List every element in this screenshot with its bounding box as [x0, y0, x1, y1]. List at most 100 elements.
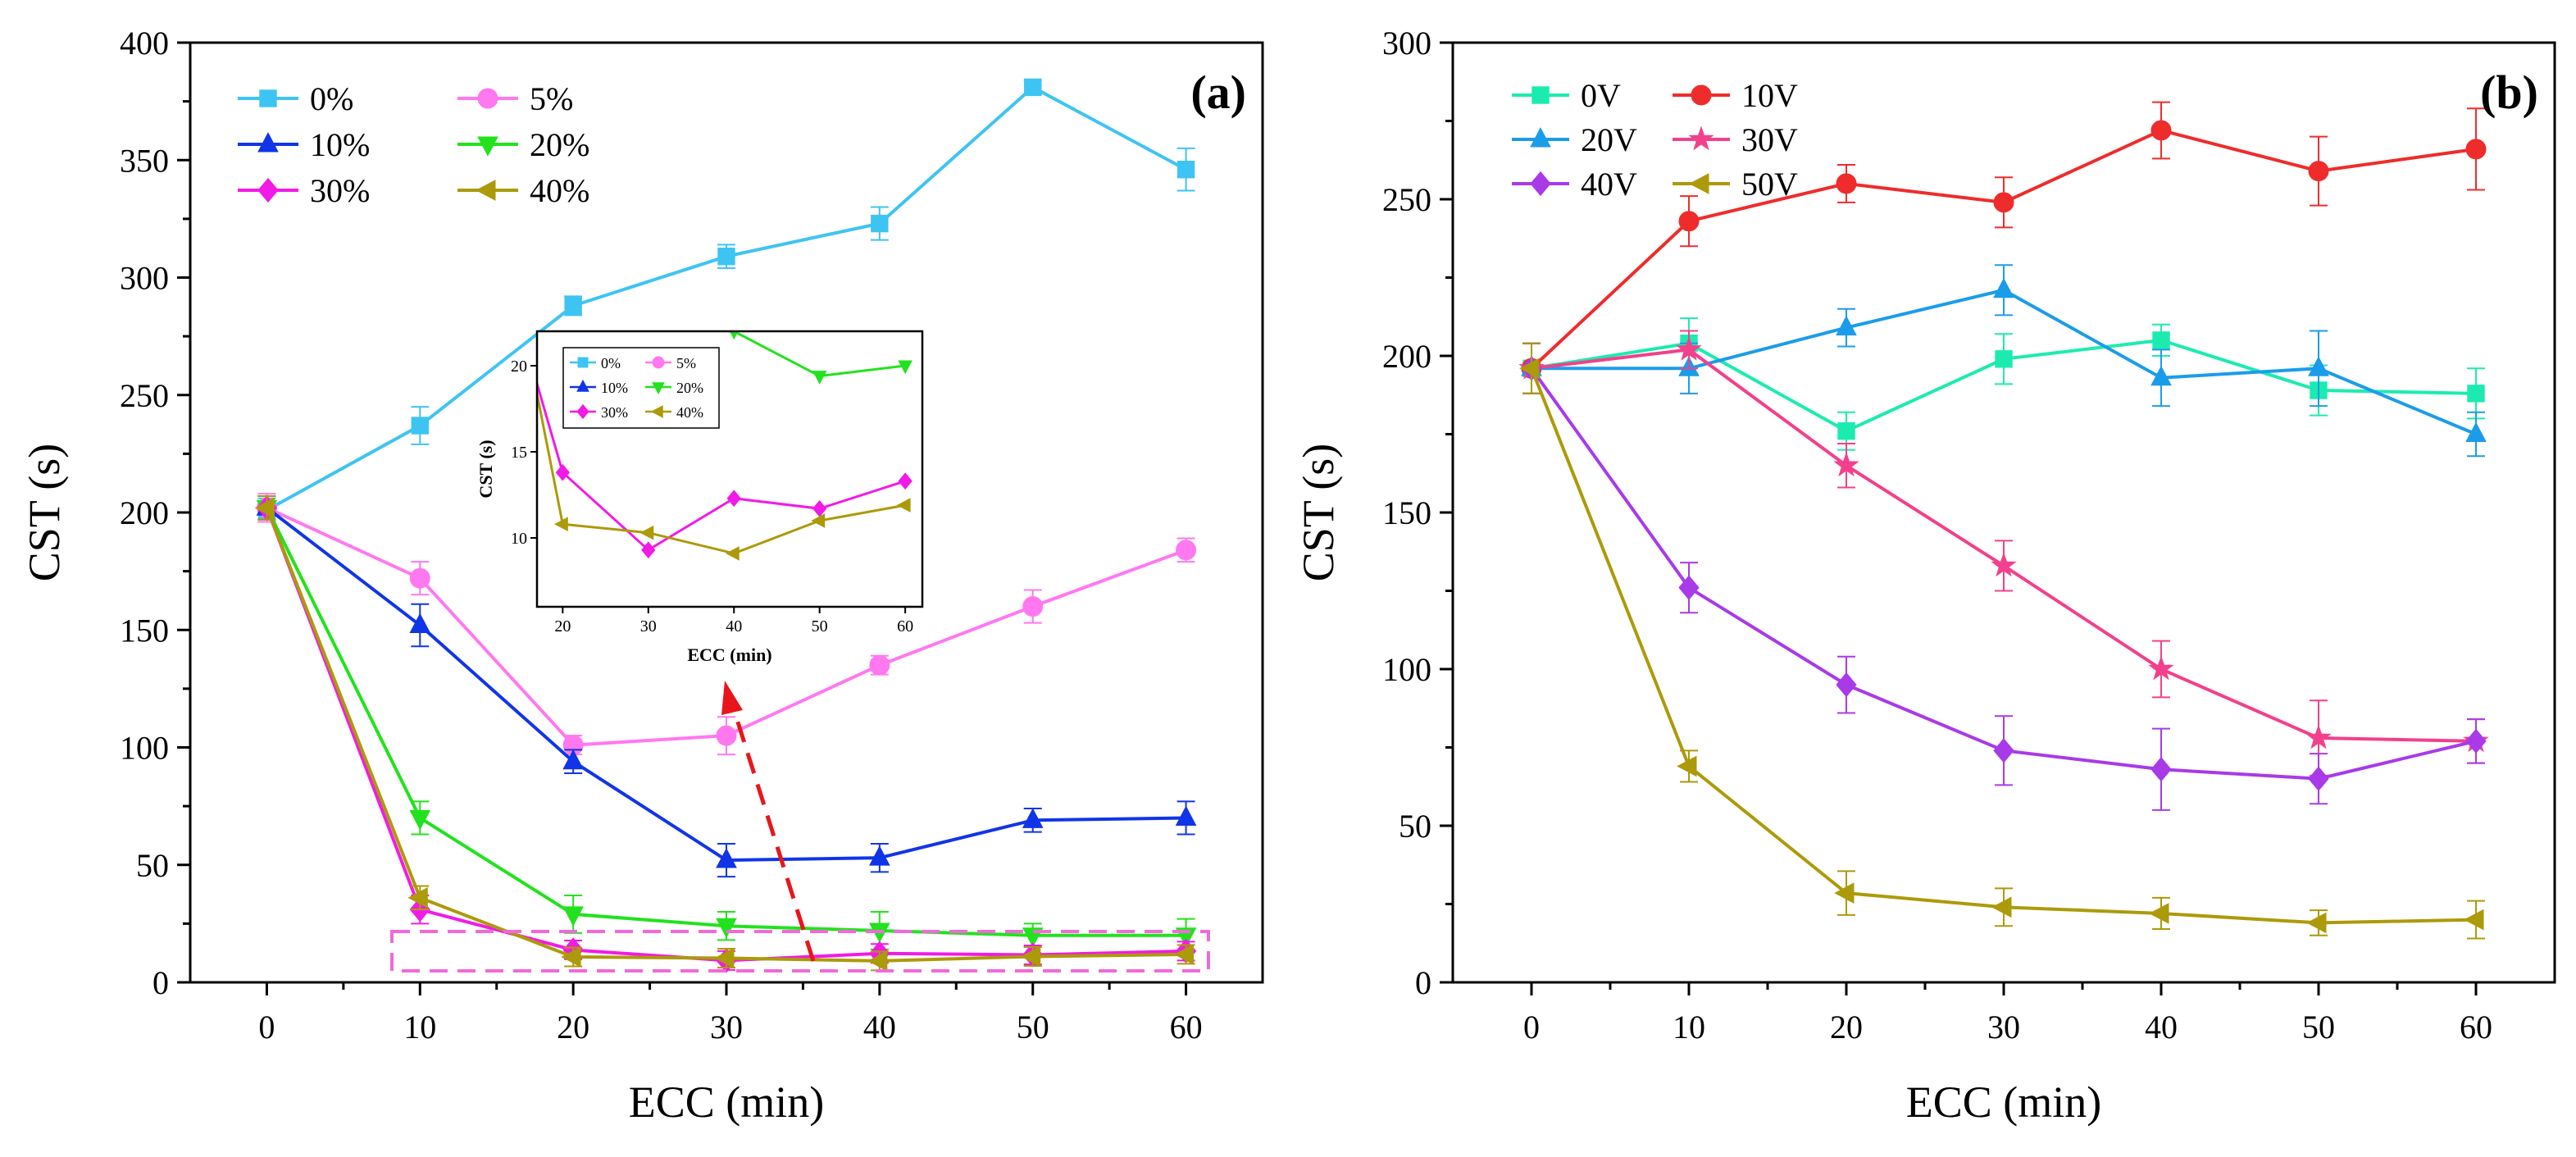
inset-data-point — [898, 360, 913, 375]
inset-legend-marker — [652, 382, 665, 395]
legend-item-40%: 40% — [457, 172, 589, 209]
data-point — [1836, 672, 1857, 698]
data-point — [1024, 78, 1042, 97]
data-point — [407, 887, 428, 909]
panel-a-inset: 20 30 40 50 60 10 15 20 0% 5% 10% 20% 30% 40% ECC (m… — [476, 292, 924, 665]
inset-legend-marker — [577, 357, 589, 368]
data-point — [409, 613, 431, 634]
x-tick-label: 50 — [2302, 1009, 2335, 1045]
inset-legend-item-40%: 40% — [645, 404, 703, 421]
data-point — [714, 947, 735, 969]
x-tick-label: 40 — [863, 1009, 896, 1045]
data-point — [1175, 805, 1197, 826]
data-point — [1991, 552, 2017, 577]
inset-legend-label: 10% — [601, 380, 628, 396]
data-point — [2150, 757, 2172, 782]
y-tick-label: 50 — [136, 847, 169, 884]
y-tick-label: 350 — [120, 142, 169, 179]
inset-y-tick-label: 20 — [511, 358, 527, 376]
inset-legend-marker — [576, 403, 589, 420]
y-tick-label: 150 — [1382, 494, 1431, 531]
y-tick-label: 200 — [1382, 338, 1431, 375]
inset-legend-item-20%: 20% — [645, 380, 703, 396]
inset-x-tick-label: 60 — [897, 617, 913, 635]
inset-data-point — [898, 472, 913, 490]
legend-label: 30V — [1741, 121, 1798, 158]
legend-marker — [477, 88, 498, 109]
data-point — [2465, 728, 2487, 754]
legend-marker — [1688, 125, 1714, 151]
y-tick-label: 300 — [1382, 25, 1431, 61]
data-point — [2150, 365, 2172, 386]
legend-item-0V: 0V — [1512, 77, 1621, 114]
x-tick-label: 0 — [1523, 1009, 1540, 1045]
data-point — [717, 248, 735, 266]
inset-series-20% — [642, 292, 913, 385]
inset-frame — [535, 330, 924, 608]
data-point — [411, 417, 429, 435]
x-tick-label: 60 — [1170, 1009, 1203, 1045]
data-point — [2149, 903, 2169, 924]
data-point — [1173, 944, 1195, 965]
x-tick-label: 10 — [403, 1009, 436, 1045]
inset-legend-label: 0% — [601, 355, 621, 371]
y-tick-label: 50 — [1399, 808, 1431, 845]
data-point — [1678, 575, 1700, 600]
series-50V — [1519, 342, 2485, 940]
data-point — [1993, 192, 2014, 213]
legend-item-30%: 30% — [238, 172, 370, 209]
legend-item-20%: 20% — [457, 126, 589, 163]
inset-legend-label: 30% — [601, 404, 628, 421]
inset-ticks: 20 30 40 50 60 10 15 20 — [511, 358, 913, 635]
legend-item-30V: 30V — [1673, 121, 1798, 158]
legend-item-10V: 10V — [1673, 77, 1798, 114]
legend-item-5%: 5% — [457, 80, 573, 117]
legend-item-20V: 20V — [1512, 121, 1637, 158]
x-tick-label: 20 — [557, 1009, 589, 1045]
panel-b-label: (b) — [2480, 66, 2538, 119]
inset-series-40% — [537, 387, 911, 561]
x-tick-label: 50 — [1017, 1009, 1049, 1045]
inset-data-point — [642, 292, 655, 304]
legend-marker — [257, 177, 279, 203]
legend-item-10%: 10% — [238, 126, 370, 163]
legend-marker — [1530, 171, 1551, 197]
inset-data-point — [555, 463, 570, 481]
legend-label: 0V — [1581, 77, 1621, 114]
inset-legend-label: 40% — [676, 404, 703, 421]
legend-item-40V: 40V — [1512, 166, 1637, 203]
chart-panel-a: 0 10 20 30 40 50 60 0 50 100 150 200 250 300 350 400 0%… — [20, 25, 1264, 1127]
legend-marker — [1530, 127, 1551, 148]
legend-label: 10V — [1741, 77, 1798, 114]
panel-a-legend: 0% 5% 10% 20% 30% 40% — [238, 80, 589, 209]
series-30V — [1518, 330, 2489, 777]
series-line — [1530, 367, 2477, 925]
x-tick-label: 30 — [710, 1009, 743, 1045]
x-tick-label: 10 — [1673, 1009, 1705, 1045]
zoom-region-box — [390, 930, 1210, 973]
inset-legend-marker — [576, 379, 589, 392]
legend-label: 0% — [310, 80, 353, 117]
panel-a-x-axis-label: ECC (min) — [629, 1077, 825, 1127]
data-point — [1022, 596, 1044, 617]
data-point — [2152, 331, 2170, 349]
legend-marker — [259, 89, 277, 107]
panel-b-x-axis-label: ECC (min) — [1906, 1077, 2102, 1127]
y-tick-label: 100 — [1382, 651, 1431, 688]
panel-b-legend: 0V 10V 20V 30V 40V 50V — [1512, 77, 1798, 203]
y-tick-label: 200 — [120, 494, 169, 531]
inset-x-tick-label: 50 — [812, 617, 828, 635]
data-point — [562, 906, 584, 927]
y-tick-label: 150 — [120, 612, 169, 649]
data-point — [1834, 882, 1855, 904]
panel-b-y-axis-label: CST (s) — [1294, 444, 1343, 582]
inset-legend-item-0%: 0% — [570, 355, 621, 371]
inset-legend-item-30%: 30% — [570, 403, 628, 421]
inset-series-line — [537, 387, 906, 555]
inset-data-point — [729, 331, 739, 340]
legend-marker — [1691, 84, 1712, 106]
legend-label: 30% — [310, 172, 370, 209]
data-point — [1519, 358, 1540, 380]
inset-y-axis-label: CST (s) — [476, 440, 496, 498]
